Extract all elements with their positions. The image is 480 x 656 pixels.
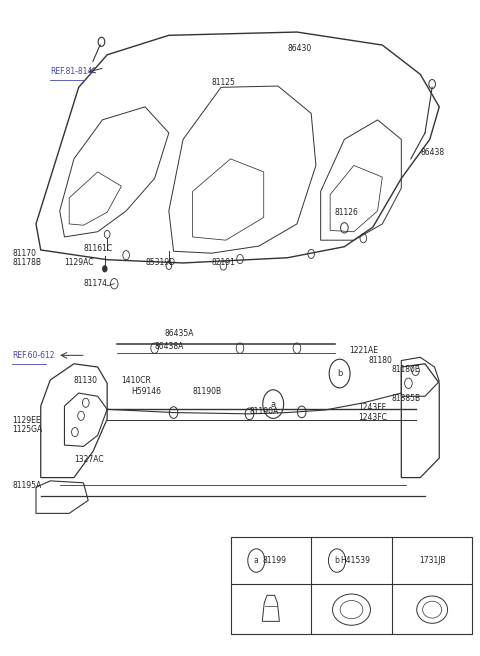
Text: 86430: 86430: [288, 44, 312, 53]
Text: 86438: 86438: [420, 148, 444, 157]
Text: 81178B: 81178B: [12, 258, 41, 268]
Text: b: b: [337, 369, 342, 378]
Text: 1731JB: 1731JB: [419, 556, 445, 565]
Circle shape: [102, 266, 107, 272]
Bar: [230, 537, 472, 634]
Text: b: b: [335, 556, 339, 565]
Text: 1129AC: 1129AC: [64, 258, 94, 268]
Text: 81174: 81174: [84, 279, 108, 288]
Text: 81130: 81130: [74, 375, 98, 384]
Text: 1327AC: 1327AC: [74, 455, 104, 464]
Text: 86438A: 86438A: [155, 342, 184, 351]
Text: 81190A: 81190A: [250, 407, 279, 416]
Text: 1410CR: 1410CR: [121, 375, 151, 384]
Text: 1243FF: 1243FF: [359, 403, 386, 412]
Text: 1125GA: 1125GA: [12, 425, 43, 434]
Circle shape: [245, 408, 254, 420]
Text: 86435A: 86435A: [164, 329, 193, 338]
Text: 81170: 81170: [12, 249, 36, 258]
Text: 81161C: 81161C: [84, 244, 112, 253]
Text: 85319D: 85319D: [145, 258, 175, 268]
Text: 81385B: 81385B: [392, 394, 421, 403]
Text: 1129EE: 1129EE: [12, 416, 41, 425]
Text: a: a: [271, 400, 276, 409]
Text: 82191: 82191: [212, 258, 235, 268]
Text: 81126: 81126: [335, 208, 359, 216]
Text: a: a: [254, 556, 259, 565]
Text: REF.60-612: REF.60-612: [12, 351, 55, 360]
Text: 81180E: 81180E: [392, 365, 420, 374]
Text: 81125: 81125: [212, 77, 235, 87]
Circle shape: [169, 407, 178, 419]
Circle shape: [298, 406, 306, 418]
Text: REF.81-814: REF.81-814: [50, 66, 93, 75]
Text: 1243FC: 1243FC: [359, 413, 387, 422]
Text: 81195A: 81195A: [12, 481, 41, 490]
Text: H59146: H59146: [131, 387, 161, 396]
Text: H41539: H41539: [340, 556, 371, 565]
Text: 81180: 81180: [368, 356, 392, 365]
Text: 81199: 81199: [263, 556, 287, 565]
Text: 81190B: 81190B: [192, 387, 222, 396]
Circle shape: [98, 37, 105, 47]
Text: 1221AE: 1221AE: [349, 346, 378, 356]
